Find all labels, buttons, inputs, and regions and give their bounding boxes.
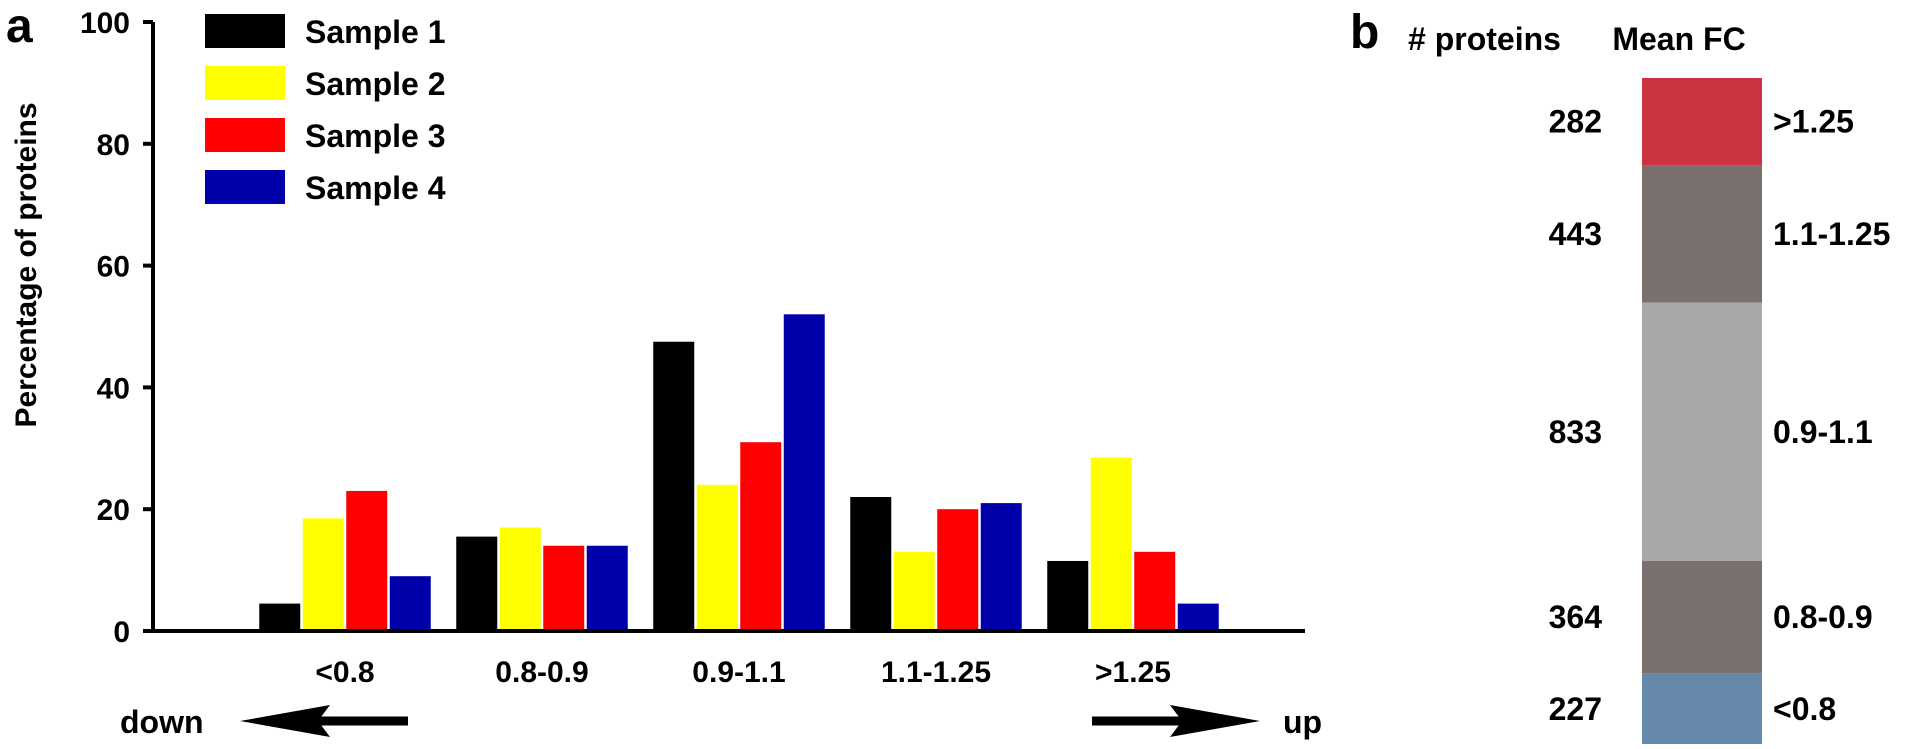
fc-count-label: 833 xyxy=(1549,414,1602,450)
bar-sample-3-0-8-0-9 xyxy=(543,545,585,631)
y-tick-label: 100 xyxy=(80,7,130,40)
x-tick-label: <0.8 xyxy=(315,656,374,689)
legend-label: Sample 1 xyxy=(305,14,446,50)
fc-segment-0-9-1-1 xyxy=(1642,302,1762,561)
bar-sample-3-0-8 xyxy=(346,490,388,631)
bar-sample-1-0-9-1-1 xyxy=(653,341,695,631)
x-axis-tick-labels: <0.8 0.8-0.9 0.9-1.1 1.1-1.25 >1.25 xyxy=(315,656,1171,689)
fc-segment-0-8-0-9 xyxy=(1642,560,1762,674)
x-tick-label: 1.1-1.25 xyxy=(881,656,991,689)
legend: Sample 1 Sample 2 Sample 3 Sample 4 xyxy=(205,14,446,206)
legend-swatch-sample-1 xyxy=(205,14,285,48)
bar-area xyxy=(259,314,1219,631)
bar-sample-3-1-25 xyxy=(1134,551,1176,631)
bar-sample-3-1-1-1-25 xyxy=(937,509,979,631)
panel-b-label: b xyxy=(1350,6,1379,59)
bar-sample-1-0-8-0-9 xyxy=(456,536,498,631)
bar-sample-2-0-8-0-9 xyxy=(499,527,541,631)
fc-count-label: 282 xyxy=(1549,104,1602,140)
y-tick-label: 60 xyxy=(97,251,130,284)
bar-sample-4-0-9-1-1 xyxy=(783,314,825,631)
up-label: up xyxy=(1283,704,1322,740)
legend-label: Sample 2 xyxy=(305,66,446,102)
fc-segment-1-25 xyxy=(1642,78,1762,166)
down-arrow-icon xyxy=(240,705,408,737)
legend-swatch-sample-2 xyxy=(205,66,285,100)
down-label: down xyxy=(120,704,204,740)
fc-range-label: 0.8-0.9 xyxy=(1773,599,1873,635)
fc-range-label: 0.9-1.1 xyxy=(1773,414,1873,450)
y-tick-label: 40 xyxy=(97,372,130,405)
bar-sample-3-0-9-1-1 xyxy=(740,442,782,631)
bar-sample-4-0-8-0-9 xyxy=(586,545,628,631)
legend-label: Sample 4 xyxy=(305,170,446,206)
y-axis: 0 20 40 60 80 100 xyxy=(80,7,153,649)
bar-sample-2-1-25 xyxy=(1090,457,1132,631)
bar-sample-2-1-1-1-25 xyxy=(893,551,935,631)
fc-range-label: >1.25 xyxy=(1773,104,1854,140)
bar-sample-4-1-1-1-25 xyxy=(980,503,1022,631)
fold-change-bar: 282 >1.25 443 1.1-1.25 833 0.9-1.1 364 0.8-0.9 2… xyxy=(1549,78,1890,744)
bar-sample-1-1-1-1-25 xyxy=(850,497,892,631)
y-tick-label: 20 xyxy=(97,494,130,527)
x-tick-label: 0.9-1.1 xyxy=(692,656,785,689)
fc-segment-0-8 xyxy=(1642,673,1762,744)
count-header: # proteins xyxy=(1408,21,1561,57)
y-tick-label: 80 xyxy=(97,129,130,162)
y-axis-title: Percentage of proteins xyxy=(10,102,43,427)
legend-label: Sample 3 xyxy=(305,118,446,154)
fc-count-label: 227 xyxy=(1549,691,1602,727)
fc-range-label: <0.8 xyxy=(1773,691,1836,727)
legend-swatch-sample-4 xyxy=(205,170,285,204)
bar-sample-1-0-8 xyxy=(259,603,301,631)
fc-range-label: 1.1-1.25 xyxy=(1773,216,1890,252)
x-tick-label: 0.8-0.9 xyxy=(495,656,588,689)
y-tick-label: 0 xyxy=(113,616,130,649)
fc-count-label: 364 xyxy=(1549,599,1603,635)
fc-count-label: 443 xyxy=(1549,216,1602,252)
bar-sample-4-1-25 xyxy=(1177,603,1219,631)
x-tick-label: >1.25 xyxy=(1095,656,1171,689)
up-arrow-icon xyxy=(1092,705,1260,737)
bar-sample-4-0-8 xyxy=(389,576,431,631)
mean-fc-header: Mean FC xyxy=(1612,21,1745,57)
bar-sample-1-1-25 xyxy=(1047,560,1089,631)
bar-sample-2-0-8 xyxy=(302,518,344,631)
bar-sample-2-0-9-1-1 xyxy=(696,484,738,631)
legend-swatch-sample-3 xyxy=(205,118,285,152)
panel-a-label: a xyxy=(6,0,33,53)
fc-segment-1-1-1-25 xyxy=(1642,165,1762,303)
